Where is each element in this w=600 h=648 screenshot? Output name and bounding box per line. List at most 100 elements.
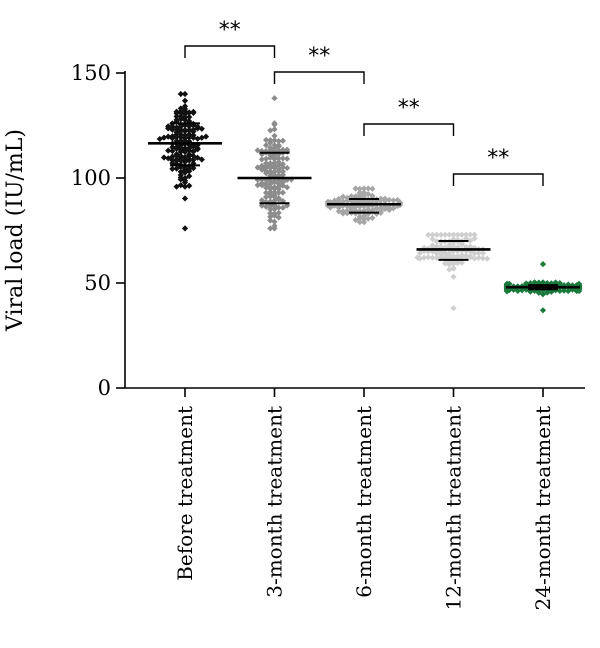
y-axis-label-group: Viral load (IU/mL) xyxy=(3,129,28,332)
data-point xyxy=(173,129,180,136)
data-point xyxy=(190,148,197,155)
data-point xyxy=(181,128,189,135)
data-point xyxy=(475,250,482,257)
data-point xyxy=(267,139,274,146)
data-point xyxy=(271,222,278,229)
data-point xyxy=(369,185,376,192)
data-point xyxy=(258,147,265,155)
data-point xyxy=(275,195,282,202)
data-point xyxy=(190,165,197,172)
data-point xyxy=(339,198,347,205)
data-point xyxy=(360,189,368,196)
data-point xyxy=(539,279,547,286)
data-point xyxy=(258,162,265,169)
data-point xyxy=(356,185,363,193)
data-point xyxy=(446,266,453,273)
data-point xyxy=(446,258,453,265)
data-point xyxy=(279,204,286,211)
data-point xyxy=(433,243,440,250)
data-point xyxy=(202,133,210,140)
data-point xyxy=(437,250,444,257)
data-point xyxy=(279,171,286,178)
data-point xyxy=(173,116,180,123)
data-point xyxy=(169,123,176,130)
data-point xyxy=(258,166,265,173)
data-point xyxy=(258,197,265,204)
data-point xyxy=(177,90,184,98)
data-point xyxy=(181,132,189,139)
significance-label: ** xyxy=(487,146,509,171)
data-point xyxy=(267,210,274,217)
data-point xyxy=(177,123,184,130)
data-point xyxy=(186,109,193,116)
data-point xyxy=(181,90,189,98)
data-point xyxy=(433,231,440,238)
data-point xyxy=(279,189,286,196)
data-point xyxy=(442,260,449,267)
data-point xyxy=(458,259,465,266)
data-point xyxy=(258,202,265,209)
data-point xyxy=(190,128,197,135)
data-point xyxy=(258,180,265,187)
data-point xyxy=(365,215,372,222)
data-point xyxy=(279,161,286,168)
data-point xyxy=(335,208,342,215)
data-point xyxy=(416,249,423,257)
data-point xyxy=(360,212,368,220)
data-point xyxy=(169,153,176,160)
data-point xyxy=(177,146,184,153)
data-point xyxy=(186,173,193,180)
data-point xyxy=(425,231,432,239)
data-point xyxy=(548,288,555,295)
data-point xyxy=(331,197,338,204)
data-point xyxy=(190,109,197,116)
data-point xyxy=(263,203,270,210)
data-point xyxy=(327,204,334,211)
x-tick-label: 6-month treatment xyxy=(352,406,376,598)
significance-brackets: ** ** ** ** xyxy=(184,18,544,186)
data-point xyxy=(365,185,372,192)
data-point xyxy=(556,287,563,295)
data-point xyxy=(352,198,359,206)
data-point xyxy=(433,238,440,245)
data-point xyxy=(194,135,201,142)
data-point xyxy=(450,305,457,312)
significance-bracket xyxy=(184,45,276,58)
data-point xyxy=(263,180,270,187)
data-point xyxy=(190,152,197,160)
data-point xyxy=(177,109,184,116)
data-point xyxy=(275,143,282,150)
data-point xyxy=(442,251,449,258)
significance-bracket xyxy=(452,173,544,186)
data-point xyxy=(177,128,184,135)
data-point xyxy=(165,123,172,130)
data-point xyxy=(271,171,278,179)
data-point xyxy=(186,168,193,175)
data-point xyxy=(169,165,176,172)
data-point xyxy=(475,254,482,261)
data-point xyxy=(181,103,189,110)
data-point xyxy=(181,97,189,104)
x-tick-label: 12-month treatment xyxy=(442,406,466,610)
data-point xyxy=(279,164,286,171)
data-point xyxy=(173,143,180,151)
data-point xyxy=(279,155,286,162)
data-point xyxy=(186,113,193,121)
data-point xyxy=(160,154,168,161)
data-point xyxy=(390,205,397,212)
data-point xyxy=(471,231,478,238)
data-point xyxy=(369,192,376,199)
data-point xyxy=(471,250,478,257)
data-point xyxy=(267,217,274,224)
data-point xyxy=(263,147,270,155)
data-point xyxy=(267,206,274,213)
y-tick-label: 100 xyxy=(71,166,111,190)
data-point xyxy=(275,138,282,145)
data-point xyxy=(446,261,453,268)
data-point xyxy=(275,214,282,221)
data-point xyxy=(535,279,542,286)
data-point xyxy=(254,182,261,189)
significance-label: ** xyxy=(398,96,420,121)
data-point xyxy=(263,199,270,206)
